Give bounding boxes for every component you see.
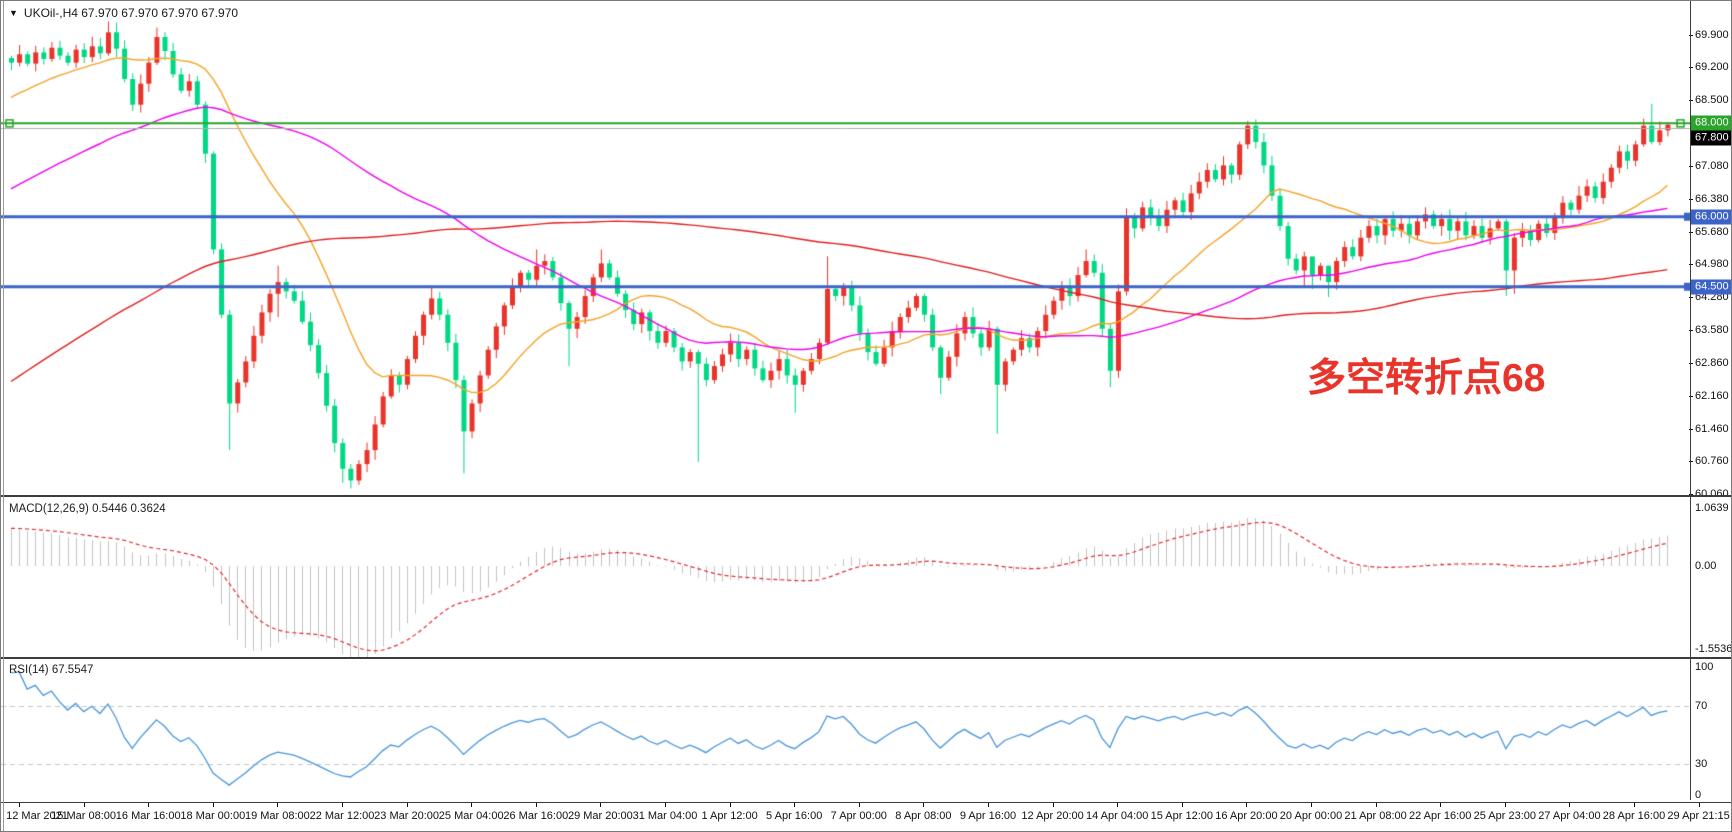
time-tick-label: 22 Mar 12:00 (309, 810, 375, 822)
time-tick-label: 20 Apr 00:00 (1279, 810, 1343, 822)
time-tick-label: 19 Mar 08:00 (244, 810, 310, 822)
current-price-box: 67.800 (1691, 130, 1731, 146)
time-tick (923, 803, 925, 807)
price-tick-label: 69.900 (1689, 29, 1729, 41)
price-tick-label: 68.500 (1689, 94, 1729, 106)
resistance-68-box: 68.000 (1691, 115, 1731, 131)
main-chart-panel: ▼ UKOil-,H4 67.970 67.970 67.970 67.970 … (1, 1, 1731, 500)
time-tick-label: 7 Apr 00:00 (830, 810, 887, 822)
time-tick (858, 803, 860, 807)
time-tick-label: 27 Apr 04:00 (1538, 810, 1601, 822)
time-tick (1181, 803, 1183, 807)
time-tick-label: 16 Mar 16:00 (115, 810, 181, 822)
axis-border (1690, 1, 1691, 800)
support-66-box: 66.000 (1691, 209, 1731, 225)
time-axis[interactable]: 12 Mar 2021 15 Mar 08:00 16 Mar 16:00 18 Ma… (1, 802, 1731, 831)
price-tick-label: 61.460 (1689, 423, 1729, 435)
time-tick (794, 803, 796, 807)
time-tick (1504, 803, 1506, 807)
time-tick (729, 803, 731, 807)
time-tick-label: 29 Apr 21:15 (1667, 810, 1730, 822)
price-tick-label: 69.200 (1689, 61, 1729, 73)
price-tick-label: 64.980 (1689, 258, 1729, 270)
time-tick (1246, 803, 1248, 807)
macd-label: MACD(12,26,9) 0.5446 0.3624 (9, 503, 166, 515)
time-tick (471, 803, 473, 807)
time-tick-label: 5 Apr 16:00 (766, 810, 823, 822)
time-tick-label: 23 Mar 20:00 (374, 810, 440, 822)
time-tick (83, 803, 85, 807)
symbol-quote-text: UKOil-,H4 67.970 67.970 67.970 67.970 (23, 6, 239, 20)
time-tick-label: 12 Mar 2021 (6, 810, 68, 822)
rsi-chart-canvas[interactable] (1, 659, 1690, 802)
time-tick-label: 16 Apr 20:00 (1215, 810, 1278, 822)
time-tick-label: 31 Mar 04:00 (632, 810, 698, 822)
macd-tick-label: -1.5536 (1695, 643, 1732, 655)
support-645-box: 64.500 (1691, 279, 1731, 295)
symbol-label: ▼ UKOil-,H4 67.970 67.970 67.970 67.970 (9, 6, 238, 20)
time-tick-label: 25 Mar 04:00 (438, 810, 504, 822)
price-tick-label: 66.380 (1689, 193, 1729, 205)
time-tick-label: 26 Mar 16:00 (503, 810, 569, 822)
time-tick (600, 803, 602, 807)
time-tick (19, 803, 20, 807)
price-tick-label: 65.680 (1689, 226, 1729, 238)
time-tick-label: 28 Apr 16:00 (1602, 810, 1666, 822)
time-tick (212, 803, 214, 807)
macd-panel: MACD(12,26,9) 0.5446 0.3624 1.0639 0.00 -1… (1, 497, 1732, 659)
time-tick-label: 15 Apr 12:00 (1150, 810, 1213, 822)
time-tick-label: 8 Apr 08:00 (895, 810, 952, 822)
macd-tick-label: 0.00 (1695, 560, 1717, 572)
time-tick (1052, 803, 1054, 807)
time-tick-label: 14 Apr 04:00 (1085, 810, 1149, 822)
time-tick (988, 803, 989, 807)
price-chart-canvas[interactable] (1, 1, 1690, 495)
time-tick (1117, 803, 1119, 807)
rsi-tick-label: 0 (1695, 789, 1702, 801)
time-tick-label: 21 Apr 08:00 (1344, 810, 1407, 822)
panel-separator-1[interactable] (1, 495, 1731, 497)
panel-separator-2[interactable] (1, 657, 1731, 659)
macd-tick-label: 1.0639 (1695, 502, 1729, 515)
macd-chart-canvas[interactable] (1, 499, 1690, 659)
price-tick-label: 63.580 (1689, 324, 1729, 336)
time-tick-label: 15 Mar 08:00 (51, 810, 117, 822)
time-tick (406, 803, 408, 807)
time-tick (1634, 803, 1635, 807)
price-tick-label: 67.080 (1689, 160, 1729, 172)
chart-annotation-text: 多空转折点68 (1307, 357, 1546, 400)
price-tick-label: 62.860 (1689, 357, 1729, 369)
time-tick (1569, 803, 1571, 807)
time-tick (148, 803, 150, 807)
time-tick (535, 803, 537, 807)
time-tick (342, 803, 343, 807)
time-tick-label: 9 Apr 16:00 (959, 810, 1017, 822)
time-tick (277, 803, 279, 807)
time-tick-label: 25 Apr 23:00 (1473, 810, 1536, 822)
price-tick-label: 62.160 (1689, 390, 1729, 402)
time-tick (1375, 803, 1377, 807)
time-tick-label: 12 Apr 20:00 (1021, 810, 1084, 822)
rsi-tick-label: 70 (1695, 700, 1708, 712)
rsi-label: RSI(14) 67.5547 (9, 664, 94, 676)
time-tick (1440, 803, 1442, 807)
rsi-panel: RSI(14) 67.5547 100 70 30 0 (1, 659, 1731, 802)
time-tick (1698, 803, 1700, 807)
time-tick-label: 1 Apr 12:00 (701, 810, 758, 822)
time-tick-label: 22 Apr 16:00 (1408, 810, 1472, 822)
time-tick (1311, 803, 1312, 807)
rsi-tick-label: 100 (1695, 661, 1714, 673)
time-tick-label: 29 Mar 20:00 (567, 810, 633, 822)
time-tick-label: 18 Mar 00:00 (180, 810, 246, 822)
chevron-down-icon[interactable]: ▼ (9, 8, 18, 18)
time-tick (665, 803, 666, 807)
price-tick-label: 60.760 (1689, 455, 1729, 467)
rsi-tick-label: 30 (1695, 758, 1708, 770)
